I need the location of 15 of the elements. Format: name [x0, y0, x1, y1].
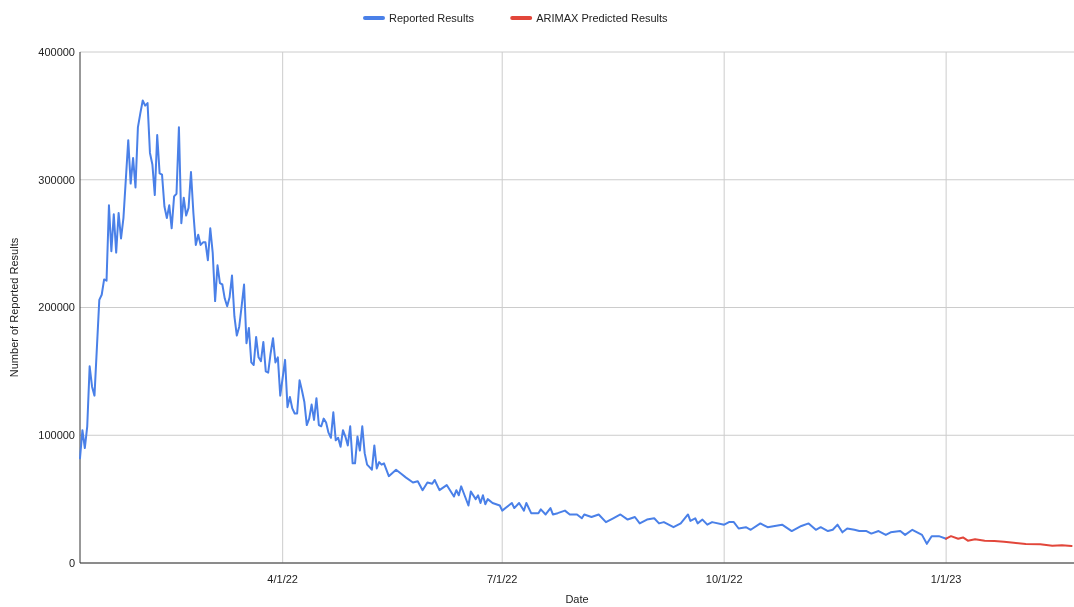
y-tick-label: 400000	[38, 45, 75, 58]
x-tick-label: 1/1/23	[930, 573, 962, 585]
line-series	[79, 99, 948, 545]
x-tick-label: 7/1/22	[486, 573, 518, 585]
y-axis-title: Number of Reported Results	[8, 237, 20, 378]
x-tick-label: 10/1/22	[705, 573, 743, 585]
line-series	[945, 535, 1073, 548]
x-axis-title: Date	[565, 593, 589, 605]
x-tick-label: 4/1/22	[267, 573, 298, 585]
legend-label: Reported Results	[389, 12, 475, 24]
y-tick-label: 300000	[38, 173, 75, 186]
y-tick-label: 100000	[38, 429, 75, 442]
y-tick-label: 200000	[38, 301, 75, 314]
y-tick-label: 0	[68, 556, 75, 569]
legend-label: ARIMAX Predicted Results	[536, 12, 669, 24]
